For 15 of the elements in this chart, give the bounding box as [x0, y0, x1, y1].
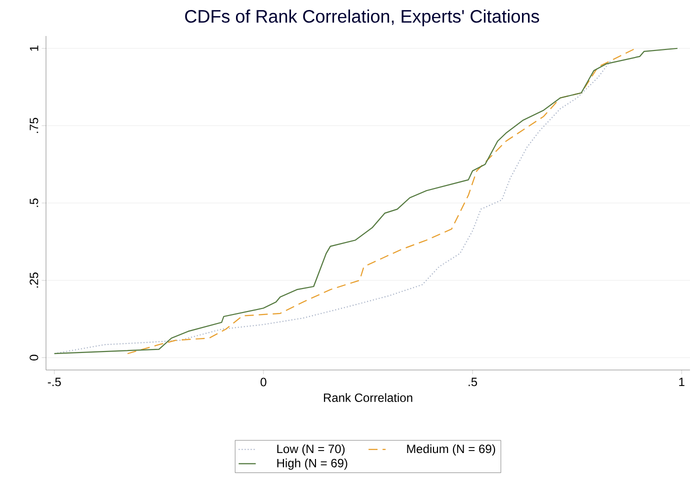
y-tick-label: .25 — [30, 272, 38, 288]
y-tick-label: 0 — [30, 354, 38, 360]
x-tick-label: .5 — [468, 378, 478, 386]
x-tick-label: -.5 — [48, 378, 61, 386]
legend-label: Low (N = 70) — [277, 444, 345, 456]
x-tick-label: 0 — [260, 378, 266, 386]
line-series — [127, 48, 636, 354]
legend-label: Medium (N = 69) — [407, 444, 496, 456]
x-axis-title: Rank Correlation — [324, 393, 412, 402]
y-tick-label: .75 — [30, 118, 38, 133]
chart-title: CDFs of Rank Correlation, Experts' Citations — [185, 10, 540, 26]
x-tick-label: 1 — [679, 378, 684, 386]
y-tick-label: 1 — [30, 46, 38, 51]
legend-label: High (N = 69) — [277, 458, 348, 470]
y-tick-label: .5 — [30, 198, 38, 207]
